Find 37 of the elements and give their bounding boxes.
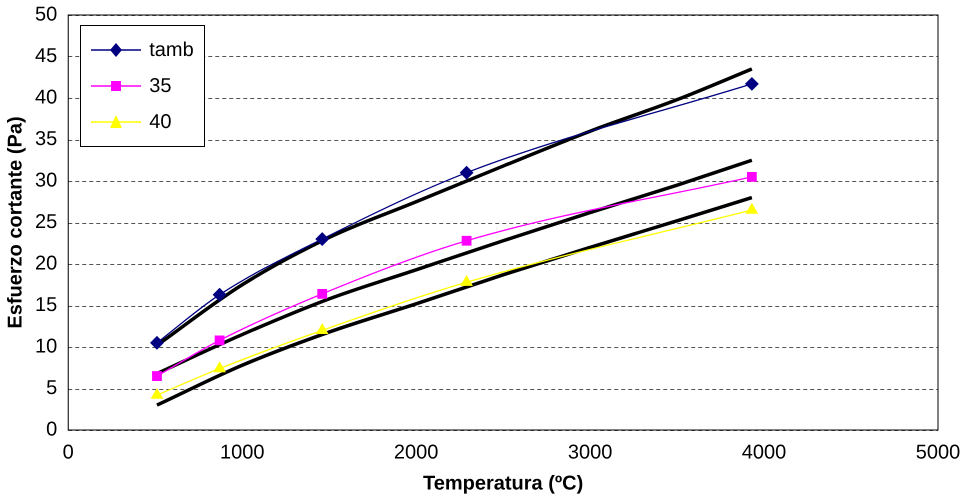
point [317, 288, 328, 299]
x-tick-label: 4000 [742, 442, 786, 464]
point [460, 276, 472, 286]
point [214, 335, 224, 346]
point [212, 288, 226, 302]
x-tick-label: 5000 [916, 442, 960, 464]
y-tick-label: 30 [34, 170, 58, 192]
x-tick-label: 2000 [394, 442, 438, 464]
point [746, 172, 757, 182]
point [316, 232, 329, 246]
x-tick-label: 0 [62, 442, 74, 464]
y-tick-label: 10 [34, 336, 58, 358]
point [150, 336, 164, 350]
legend-label: 40 [149, 110, 172, 134]
y-tick-label: 20 [34, 252, 58, 275]
x-axis-title: Temperatura (ºC) [422, 472, 584, 495]
x-tick-label: 3000 [568, 442, 612, 464]
y-tick-label: 0 [46, 418, 58, 441]
y-tick-label: 25 [34, 211, 58, 234]
point [152, 371, 162, 381]
y-tick-label: 5 [46, 377, 58, 400]
point [214, 362, 226, 372]
point [316, 324, 328, 334]
legend-label: 35 [149, 74, 172, 98]
point [746, 203, 758, 214]
y-tick-label: 45 [34, 45, 58, 68]
y-tick-label: 40 [34, 86, 58, 109]
y-axis-title: Esfuerzo cortante (Pa) [4, 116, 27, 329]
y-tick-label: 35 [34, 128, 58, 150]
y-tick-label: 15 [34, 294, 58, 316]
point [460, 166, 474, 180]
point [462, 236, 472, 246]
legend-label: tamb [149, 38, 194, 62]
point [151, 388, 163, 399]
point [745, 77, 759, 91]
x-tick-label: 1000 [220, 442, 264, 464]
y-tick-label: 50 [34, 4, 58, 26]
